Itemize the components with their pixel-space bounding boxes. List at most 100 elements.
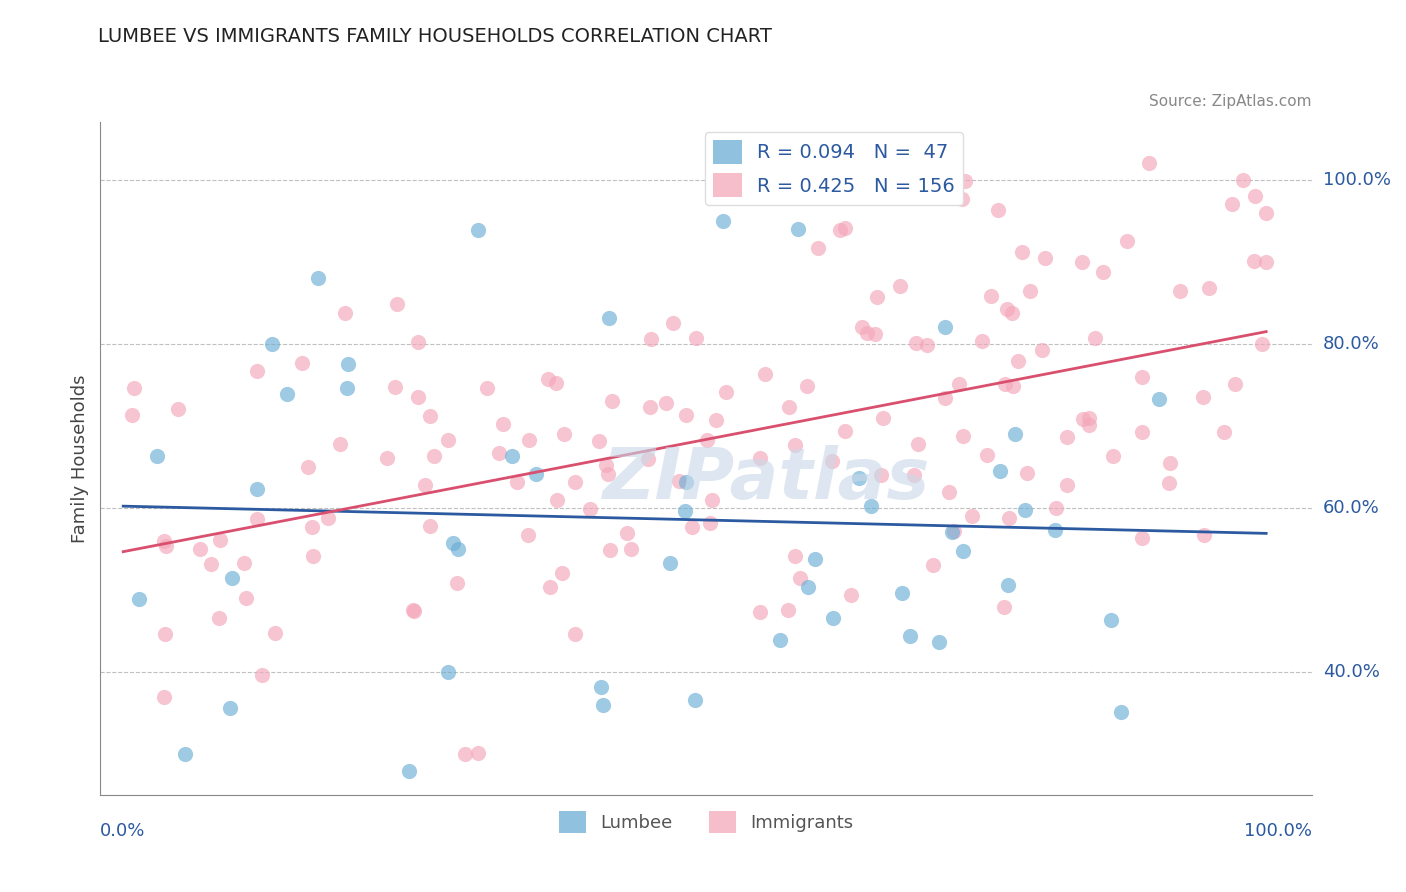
Point (1157, 475, 1180, 490)
Point (995, 302, 1018, 317)
Point (998, 511, 1021, 525)
Point (783, 549, 806, 564)
Point (467, 746, 489, 760)
Point (699, 516, 721, 530)
Point (1130, 531, 1153, 545)
Point (673, 504, 696, 518)
Point (662, 316, 685, 330)
Point (316, 510, 339, 524)
Point (962, 509, 984, 524)
Point (246, 363, 269, 377)
Point (1243, 189, 1265, 203)
Point (307, 271, 329, 285)
Point (235, 591, 257, 605)
Point (640, 332, 662, 346)
Point (146, 449, 169, 463)
Point (1137, 156, 1160, 170)
Point (952, 544, 974, 558)
Text: 100.0%: 100.0% (1323, 170, 1391, 189)
Point (419, 409, 441, 423)
Point (404, 604, 426, 618)
Point (454, 747, 477, 762)
Point (492, 417, 515, 431)
Point (1056, 478, 1078, 492)
Point (1192, 528, 1215, 542)
Point (276, 386, 298, 401)
Point (1071, 412, 1094, 426)
Point (1004, 427, 1026, 442)
Point (1092, 265, 1115, 279)
Point (1220, 197, 1243, 211)
Point (588, 434, 610, 448)
Point (1159, 456, 1181, 470)
Point (301, 549, 323, 564)
Point (1256, 255, 1278, 269)
Point (711, 214, 734, 228)
Point (337, 357, 360, 371)
Point (942, 524, 965, 538)
Point (866, 290, 889, 304)
Point (987, 202, 1010, 217)
Point (994, 377, 1017, 392)
Point (544, 376, 567, 391)
Point (1168, 284, 1191, 298)
Text: LUMBEE VS IMMIGRANTS FAMILY HOUSEHOLDS CORRELATION CHART: LUMBEE VS IMMIGRANTS FAMILY HOUSEHOLDS C… (98, 27, 772, 45)
Point (1147, 392, 1170, 407)
Point (419, 518, 441, 533)
Point (655, 395, 678, 409)
Point (398, 764, 420, 778)
Point (696, 434, 718, 448)
Point (1084, 331, 1107, 345)
Point (934, 320, 956, 334)
Point (637, 452, 659, 467)
Point (704, 413, 727, 427)
Point (602, 393, 624, 408)
Point (441, 535, 464, 549)
Point (1251, 336, 1274, 351)
Point (488, 446, 510, 460)
Text: 100.0%: 100.0% (1244, 822, 1312, 840)
Text: 80.0%: 80.0% (1323, 335, 1379, 353)
Point (579, 501, 602, 516)
Point (1109, 705, 1132, 719)
Point (834, 424, 856, 438)
Point (477, 381, 499, 395)
Point (336, 381, 359, 395)
Point (988, 464, 1011, 478)
Point (749, 605, 772, 619)
Point (385, 297, 408, 311)
Point (796, 379, 818, 393)
Point (263, 625, 285, 640)
Point (1019, 285, 1042, 299)
Point (553, 426, 575, 441)
Point (153, 690, 176, 704)
Point (1130, 425, 1153, 440)
Point (406, 334, 429, 349)
Point (598, 467, 620, 481)
Point (174, 747, 197, 762)
Point (599, 542, 621, 557)
Point (997, 578, 1019, 592)
Point (1212, 425, 1234, 439)
Point (1102, 450, 1125, 464)
Point (1033, 251, 1056, 265)
Point (208, 533, 231, 547)
Point (218, 701, 240, 715)
Text: Source: ZipAtlas.com: Source: ZipAtlas.com (1149, 94, 1312, 109)
Point (1256, 205, 1278, 219)
Point (375, 450, 398, 465)
Point (250, 668, 273, 682)
Point (921, 558, 943, 572)
Point (1011, 245, 1033, 260)
Point (980, 289, 1002, 303)
Point (592, 698, 614, 712)
Point (821, 454, 844, 468)
Point (153, 533, 176, 548)
Point (1017, 467, 1039, 481)
Point (700, 493, 723, 508)
Point (406, 390, 429, 404)
Point (423, 450, 446, 464)
Point (685, 331, 707, 345)
Point (467, 223, 489, 237)
Point (941, 524, 963, 539)
